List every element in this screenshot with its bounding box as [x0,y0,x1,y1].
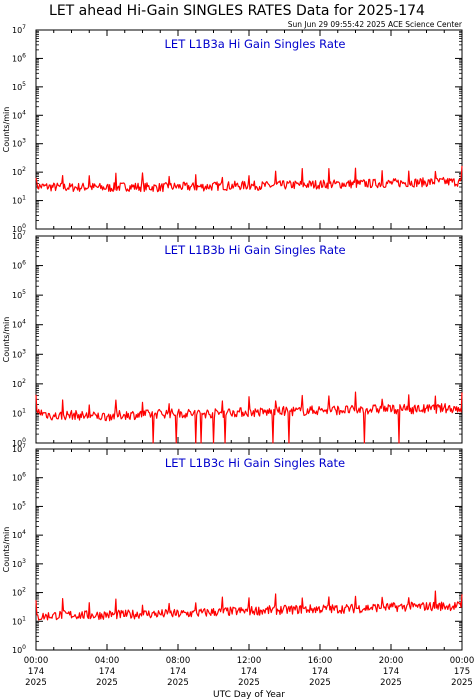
y-tick-label: 102 [12,378,26,389]
x-tick-year: 2025 [96,678,118,688]
x-tick-year: 2025 [167,678,189,688]
chart-panel-1: 100 101 102 103 104 105 106 107 Counts/min LET L1… [2,24,463,234]
chart-panels: 100 101 102 103 104 105 106 107 Counts/min LET L1… [2,24,463,655]
y-tick-label: 107 [12,24,26,35]
y-tick-label: 105 [12,81,26,92]
y-axis-title: Counts/min [2,107,11,153]
x-tick-day: 174 [312,667,328,677]
y-tick-label: 106 [12,260,26,271]
plot-frame [35,29,463,230]
panel-title: LET L1B3a Hi Gain Singles Rate [165,37,346,51]
x-tick-day: 174 [241,667,257,677]
data-series-line [35,391,463,444]
x-tick-year: 2025 [451,678,473,688]
chart-panel-2: 100 101 102 103 104 105 106 107 Counts/min LET L1… [2,230,463,448]
y-tick-label: 101 [12,195,26,206]
x-tick-time: 20:00 [379,656,404,666]
data-series-line [35,590,463,621]
y-tick-label: 102 [12,587,26,598]
data-series-line [35,165,463,193]
page-title: LET ahead Hi-Gain SINGLES RATES Data for… [49,3,425,19]
x-tick-year: 2025 [380,678,402,688]
timestamp-label: Sun Jun 29 09:55:42 2025 ACE Science Cen… [288,20,463,29]
y-tick-label: 107 [12,443,26,454]
x-tick-time: 00:00 [24,656,49,666]
x-tick-day: 174 [170,667,186,677]
y-tick-label: 105 [12,500,26,511]
y-tick-label: 104 [12,319,26,330]
y-axis-title: Counts/min [2,527,11,573]
y-tick-label: 107 [12,230,26,241]
chart-panel-3: 100 101 102 103 104 105 106 107 Counts/min LET L1… [2,443,463,655]
x-axis-title: UTC Day of Year [213,690,285,700]
x-axis-tick-labels: 00:00174202504:00174202508:00174202512:0… [24,656,475,688]
y-tick-label: 102 [12,166,26,177]
x-tick-day: 174 [28,667,44,677]
x-tick-year: 2025 [25,678,47,688]
x-tick-year: 2025 [309,678,331,688]
x-tick-time: 08:00 [166,656,191,666]
y-tick-label: 101 [12,615,26,626]
x-tick-day: 174 [99,667,115,677]
y-tick-label: 100 [12,437,26,448]
y-tick-label: 103 [12,558,26,569]
y-tick-label: 103 [12,138,26,149]
panel-title: LET L1B3c Hi Gain Singles Rate [165,456,345,470]
panel-title: LET L1B3b Hi Gain Singles Rate [164,243,345,257]
y-tick-label: 106 [12,52,26,63]
x-tick-time: 12:00 [237,656,262,666]
y-tick-label: 101 [12,407,26,418]
y-tick-label: 104 [12,109,26,120]
x-tick-day: 175 [454,667,470,677]
y-tick-label: 100 [12,223,26,234]
y-tick-label: 100 [12,644,26,655]
y-tick-label: 106 [12,472,26,483]
y-tick-label: 105 [12,289,26,300]
x-tick-time: 00:00 [450,656,475,666]
x-tick-year: 2025 [238,678,260,688]
plot-frame [35,448,463,651]
y-axis-title: Counts/min [2,317,11,363]
x-tick-time: 04:00 [95,656,120,666]
x-tick-day: 174 [383,667,399,677]
x-tick-time: 16:00 [308,656,333,666]
y-tick-label: 104 [12,529,26,540]
y-tick-label: 103 [12,348,26,359]
